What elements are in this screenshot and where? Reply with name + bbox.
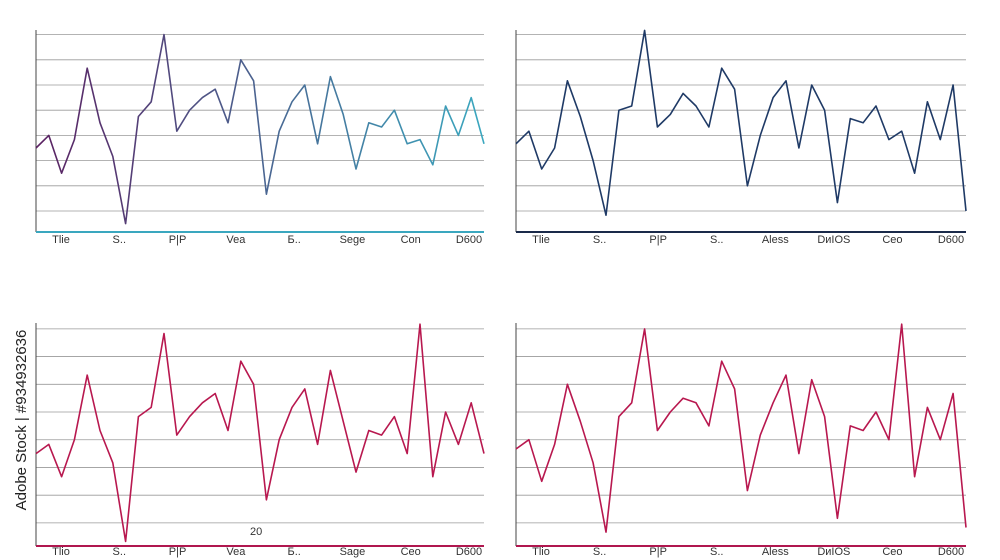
x-tick-label: P|P [649, 546, 667, 558]
x-tick-label: Б.. [287, 546, 300, 558]
waveform [515, 323, 967, 533]
x-tick-label: Ceo [882, 546, 902, 558]
x-tick-label: D600 [938, 546, 964, 558]
x-tick-label: S.. [593, 546, 606, 558]
x-tick-label: S.. [710, 234, 723, 246]
x-tick-label: DиIOS [817, 234, 850, 246]
x-tick-label: Tlie [52, 234, 70, 246]
watermark: Adobe Stock | #934932636 [13, 330, 30, 511]
x-tick-label: Vea [226, 234, 246, 246]
x-tick-label: Ceo [882, 234, 902, 246]
x-tick-label: P|P [169, 234, 187, 246]
waveform [35, 323, 485, 543]
x-tick-label: DиIOS [817, 546, 850, 558]
x-tick-label: Tlie [532, 234, 550, 246]
x-tick-label: S.. [593, 234, 606, 246]
x-tick-label: P|P [169, 546, 187, 558]
x-tick-label: S.. [113, 234, 126, 246]
x-tick-label: Б.. [287, 234, 300, 246]
x-tick-label: S.. [113, 546, 126, 558]
x-tick-label: Tlio [52, 546, 70, 558]
waveform [515, 29, 967, 216]
x-tick-label: D600 [938, 234, 964, 246]
x-tick-label: Vea [226, 546, 246, 558]
x-tick-label: D600 [456, 234, 482, 246]
waveform [35, 33, 485, 225]
x-tick-label: S.. [710, 546, 723, 558]
x-tick-label: Sage [340, 546, 366, 558]
x-tick-label: Tlio [532, 546, 550, 558]
annotation: 20 [250, 526, 262, 538]
x-tick-label: Ceo [401, 546, 421, 558]
x-tick-label: D600 [456, 546, 482, 558]
x-tick-label: P|P [649, 234, 667, 246]
x-tick-label: Aless [762, 234, 789, 246]
x-tick-label: Aless [762, 546, 789, 558]
x-tick-label: Sege [340, 234, 366, 246]
x-tick-label: Con [401, 234, 421, 246]
